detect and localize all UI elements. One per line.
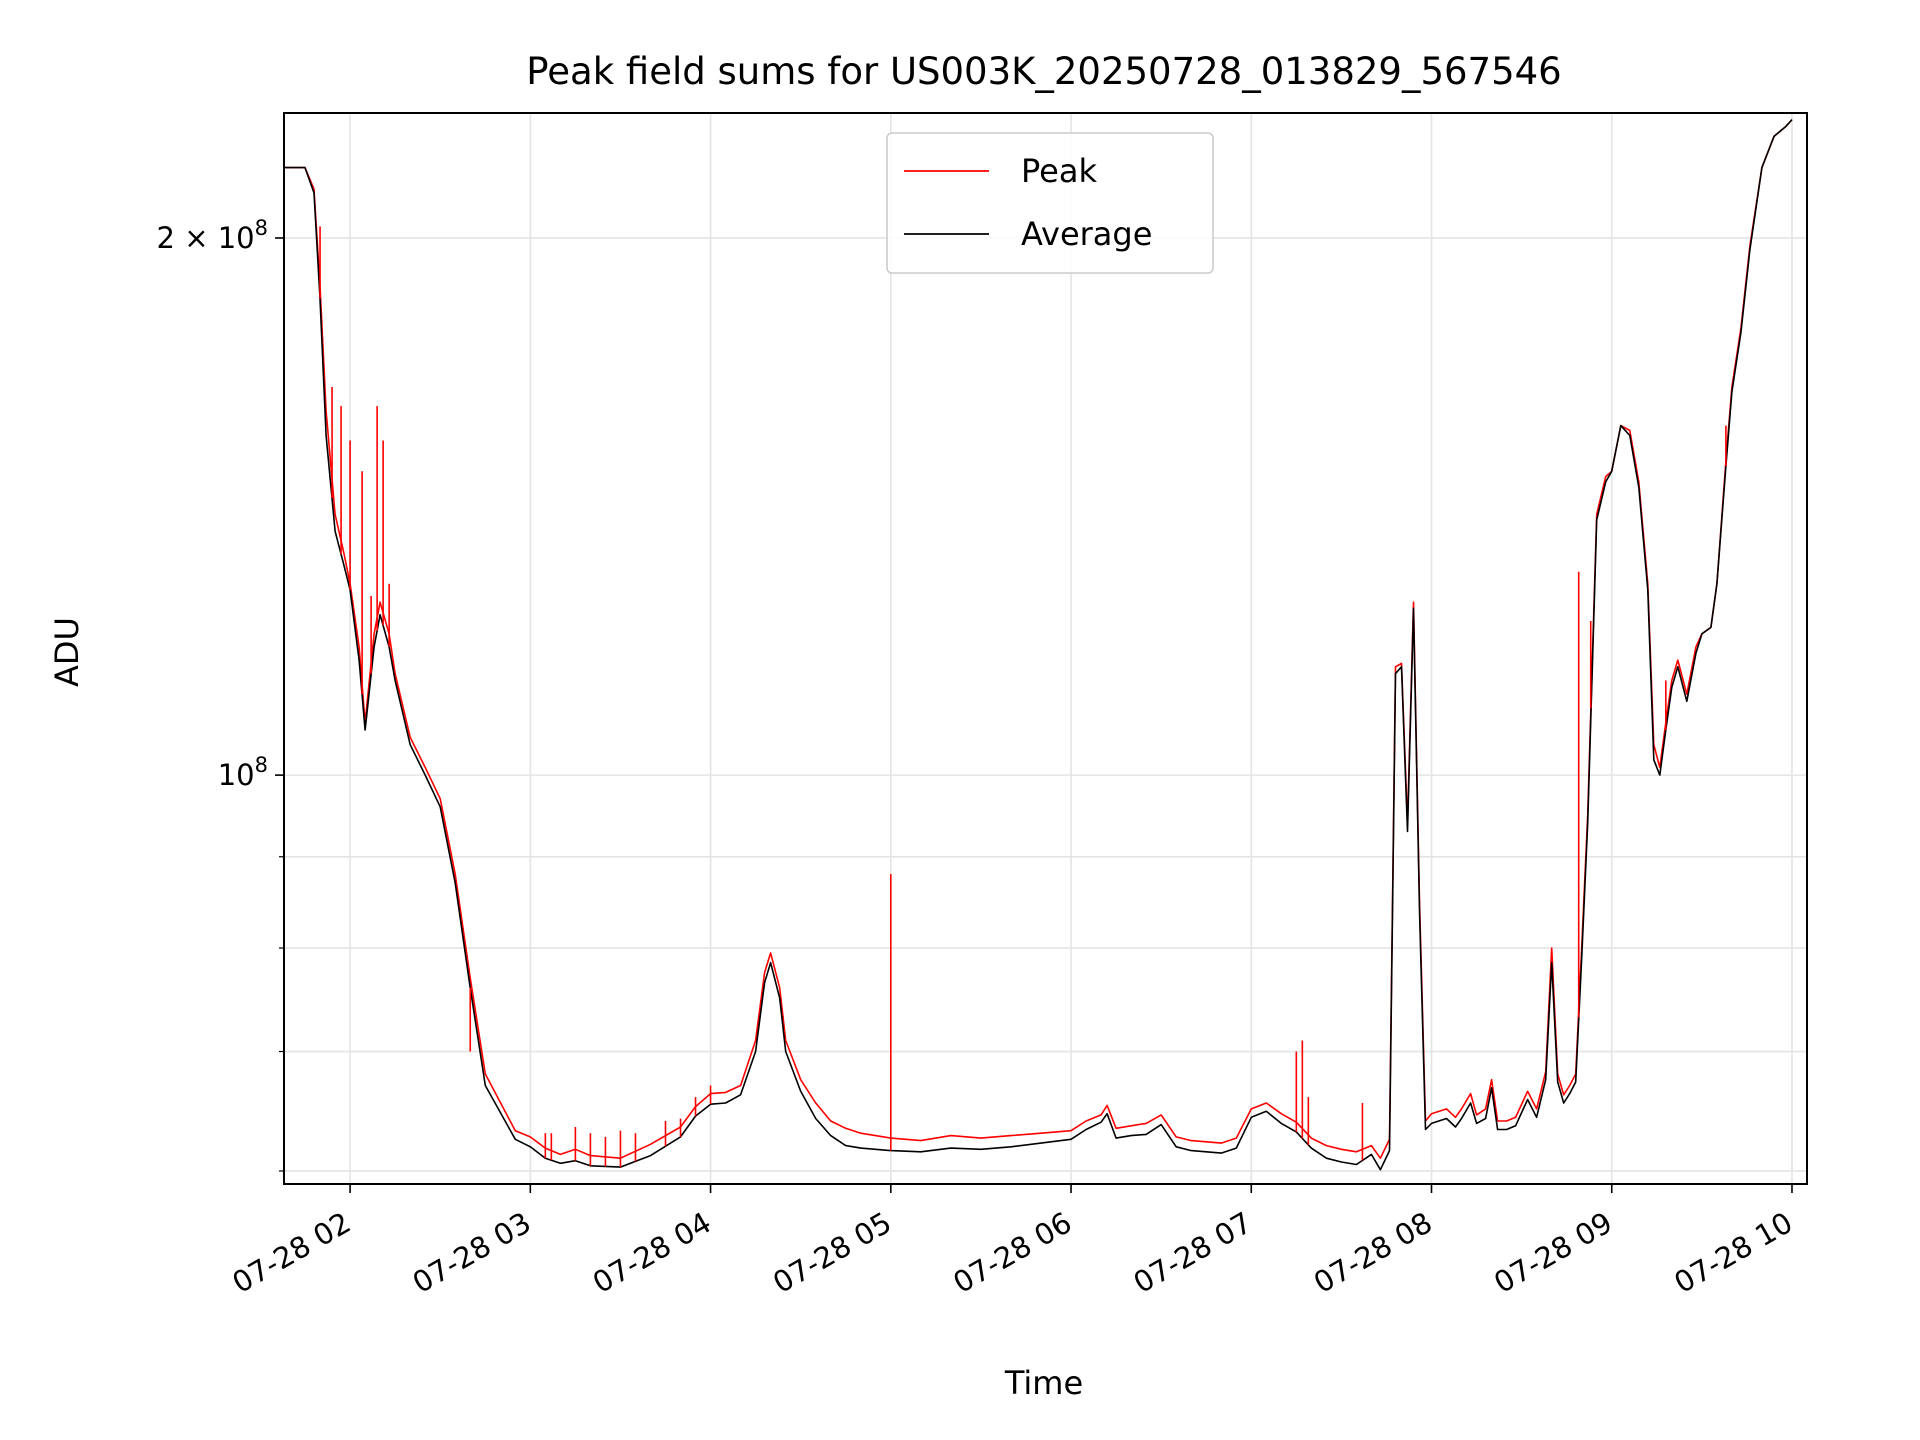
legend-box [886, 132, 1214, 274]
series-layer [284, 119, 1793, 1171]
series-line-peak [284, 119, 1793, 1159]
y-tick-label: 2 × 108 [157, 216, 268, 255]
plot-frame [283, 112, 1808, 1185]
legend-label-peak: Peak [1021, 152, 1097, 190]
chart-title: Peak field sums for US003K_20250728_0138… [526, 50, 1561, 93]
x-axis-label: Time [1004, 1364, 1083, 1402]
legend: Peak Average [886, 132, 1214, 274]
y-axis-label: ADU [48, 617, 86, 687]
series-line-average [284, 119, 1793, 1171]
legend-label-average: Average [1021, 215, 1152, 253]
